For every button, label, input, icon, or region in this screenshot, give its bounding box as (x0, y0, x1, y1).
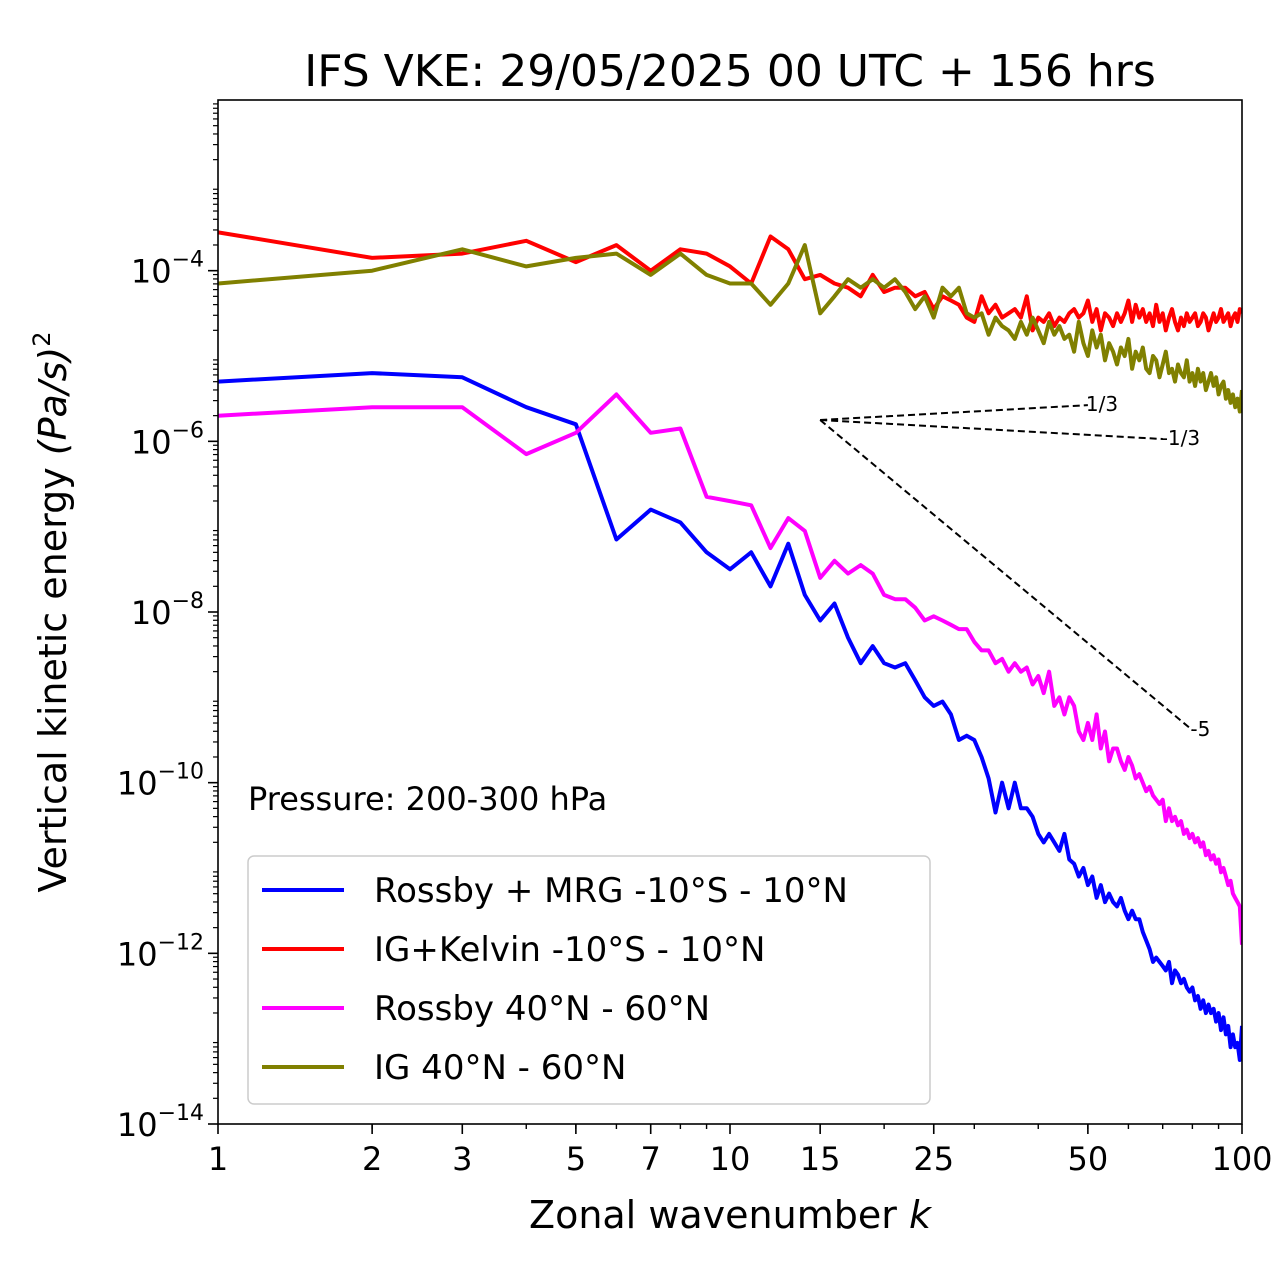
slope-line-3 (819, 419, 1194, 731)
x-axis: 1 2 3 5 7 10 15 25 50 100 (208, 1124, 1273, 1178)
x-tick-label: 15 (800, 1140, 841, 1178)
y-tick-label: 10−12 (117, 930, 204, 973)
pressure-annotation: Pressure: 200-300 hPa (248, 780, 607, 818)
y-tick-label: 10−8 (131, 589, 204, 632)
x-tick-label: 2 (362, 1140, 382, 1178)
slope-label-3: -5 (1190, 717, 1210, 741)
slope-label-2: -1/3 (1161, 426, 1200, 450)
x-tick-label: 25 (913, 1140, 954, 1178)
y-axis: 10−14 10−12 10−10 10−8 10−6 10−4 (117, 103, 218, 1144)
y-tick-label: 10−6 (131, 418, 204, 461)
chart-title: IFS VKE: 29/05/2025 00 UTC + 156 hrs (304, 46, 1156, 97)
slope-line-1 (820, 404, 1088, 421)
x-axis-label: Zonal wavenumber k (529, 1193, 933, 1237)
x-tick-label: 100 (1211, 1140, 1272, 1178)
legend-label-4: IG 40°N - 60°N (374, 1048, 626, 1088)
x-tick-label: 1 (208, 1140, 228, 1178)
legend: Rossby + MRG -10°S - 10°N IG+Kelvin -10°S… (247, 855, 931, 1105)
series-layer (218, 230, 1242, 1062)
legend-label-1: Rossby + MRG -10°S - 10°N (374, 871, 848, 911)
legend-label-3: Rossby 40°N - 60°N (374, 989, 710, 1029)
y-tick-label: 10−10 (117, 760, 204, 803)
x-tick-label: 3 (452, 1140, 472, 1178)
series-line-1 (218, 371, 1242, 1062)
slope-label-1: 1/3 (1086, 392, 1118, 416)
x-tick-label: 7 (641, 1140, 661, 1178)
x-tick-label: 5 (566, 1140, 586, 1178)
y-tick-label: 10−4 (131, 248, 204, 291)
y-axis-label: Vertical kinetic energy (Pa/s)2 (28, 331, 75, 892)
x-tick-label: 10 (710, 1140, 751, 1178)
series-line-4 (218, 243, 1242, 414)
y-tick-label: 10−14 (117, 1101, 204, 1144)
slope-line-2 (820, 419, 1163, 441)
series-line-3 (218, 392, 1242, 945)
legend-box (247, 855, 931, 1105)
legend-label-2: IG+Kelvin -10°S - 10°N (374, 930, 765, 970)
series-line-2 (218, 230, 1242, 333)
reference-slopes: 1/3 -1/3 -5 (819, 392, 1210, 741)
x-tick-label: 50 (1068, 1140, 1109, 1178)
